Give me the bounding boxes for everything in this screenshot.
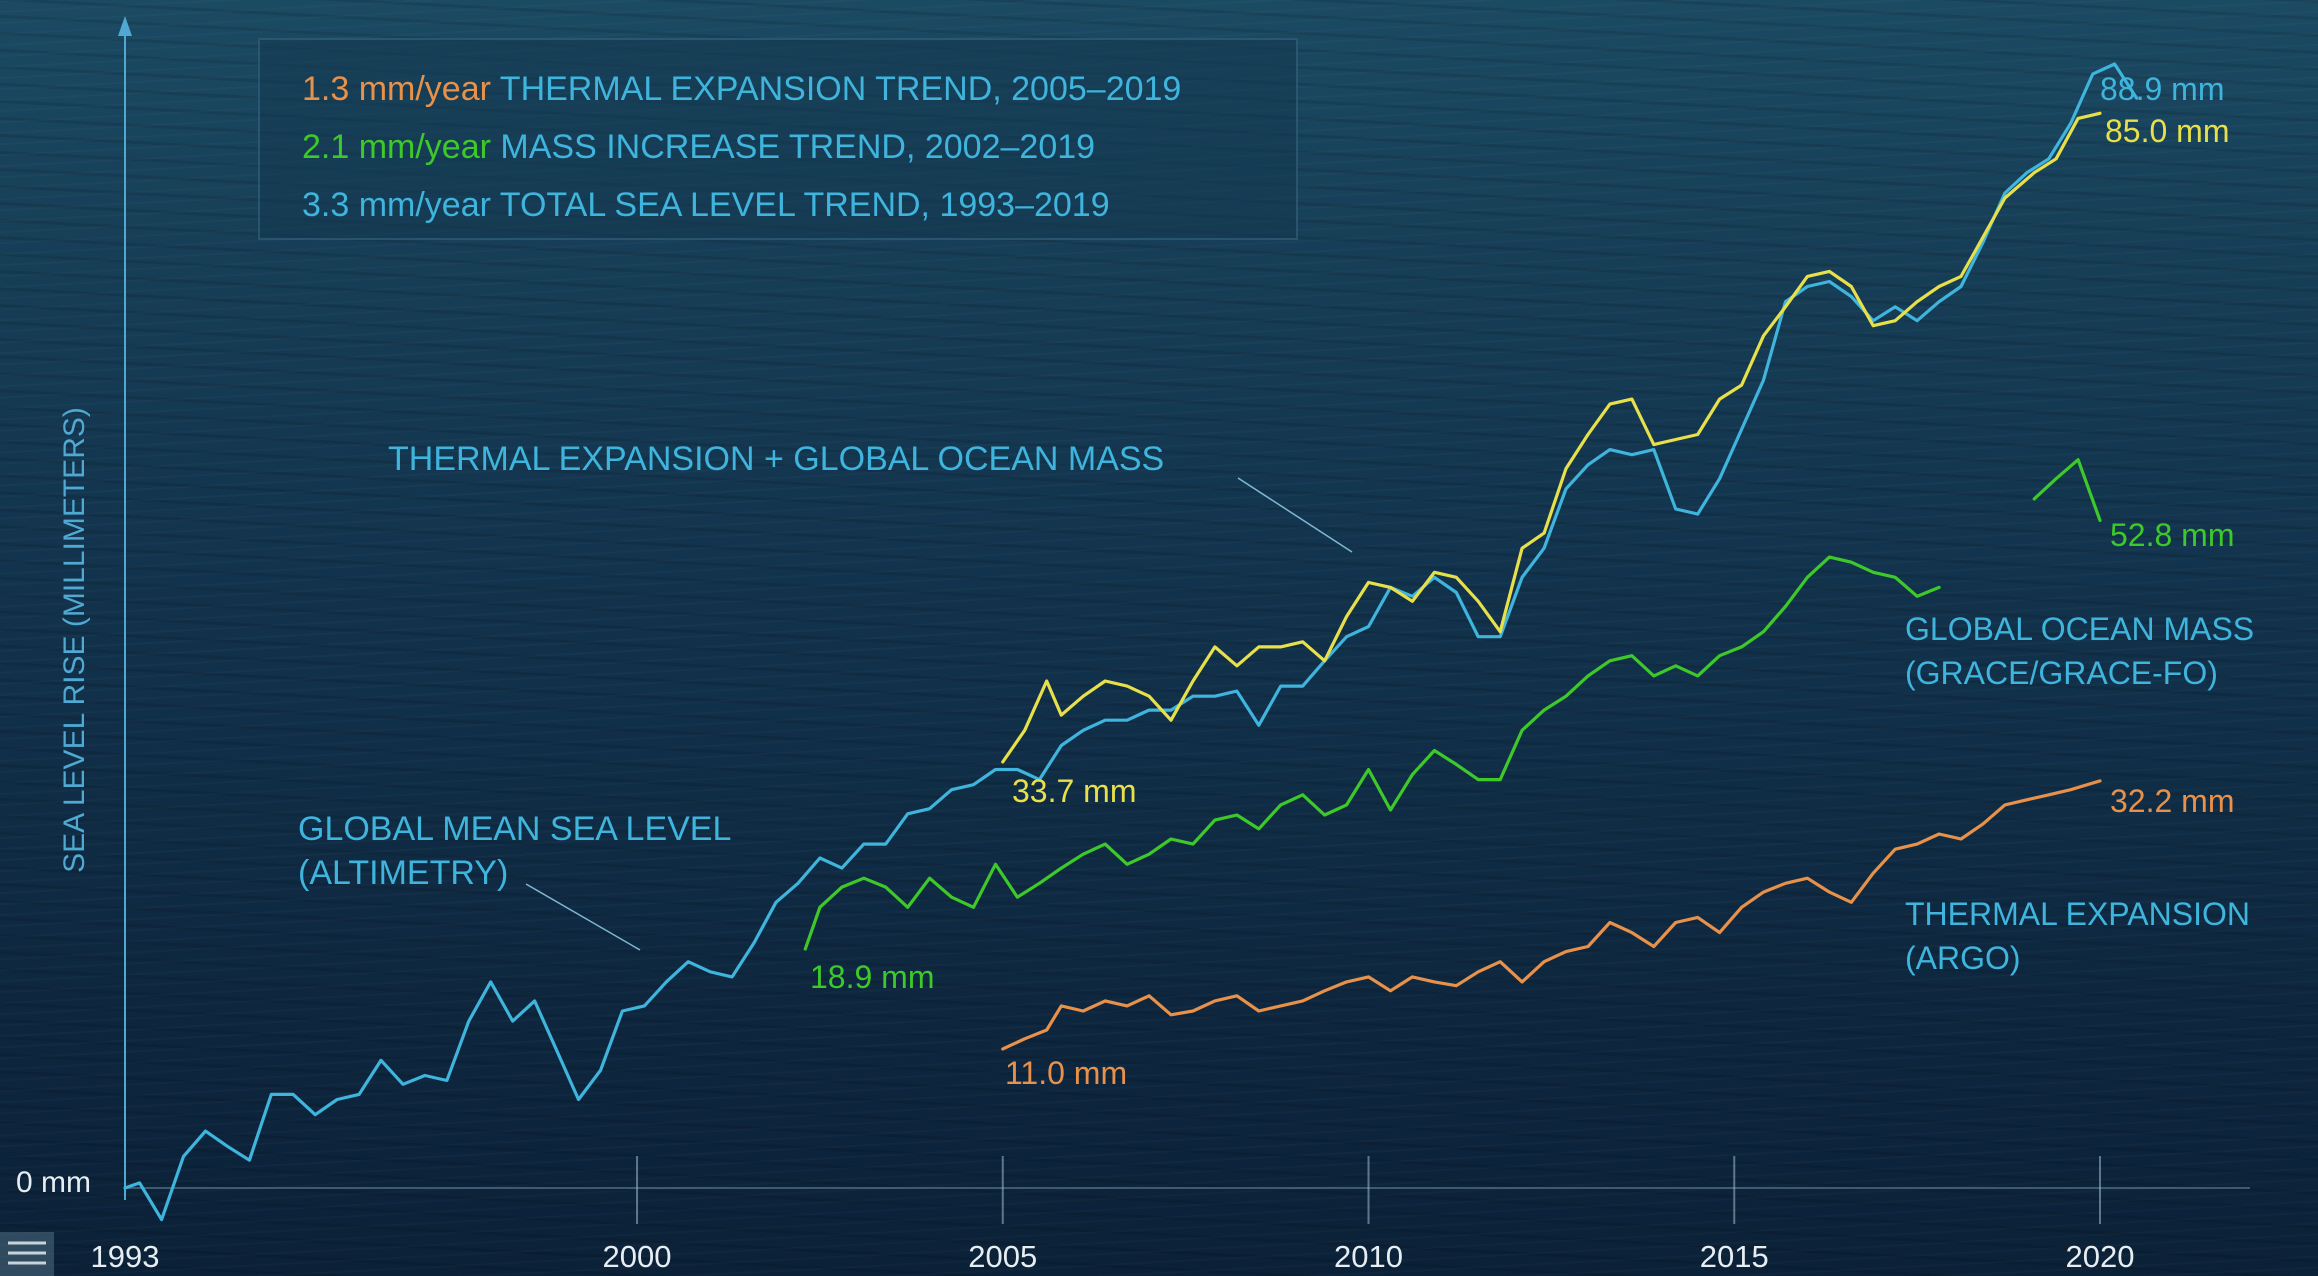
legend-rate-mass: 2.1 mm/year [302, 128, 491, 166]
x-tick-label-1993: 1993 [91, 1239, 160, 1274]
mass-label-line-1: GLOBAL OCEAN MASS [1905, 611, 2254, 647]
combined-label-leader [1237, 477, 1353, 553]
legend-item-thermal-trend: 1.3 mm/year THERMAL EXPANSION TREND, 200… [302, 60, 1296, 118]
combined-series-line [1001, 111, 2102, 764]
mass-start-value-label: 18.9 mm [810, 959, 934, 995]
axes: 1993 2000 2005 2010 2015 2020 [91, 16, 2250, 1274]
legend-text-mass: MASS INCREASE TREND, 2002–2019 [500, 128, 1096, 166]
altimetry-label-leader [525, 883, 641, 951]
combined-start-value-label: 33.7 mm [1012, 773, 1136, 809]
legend: 1.3 mm/year THERMAL EXPANSION TREND, 200… [258, 38, 1298, 240]
thermal-start-value-label: 11.0 mm [1005, 1055, 1127, 1091]
menu-icon[interactable] [0, 1232, 54, 1276]
x-tick-label-2005: 2005 [968, 1239, 1037, 1274]
labels-layer: SEA LEVEL RISE (MILLIMETERS) 0 mm GLOBAL… [16, 71, 2254, 1199]
x-tick-label-2000: 2000 [603, 1239, 672, 1274]
series-layer [123, 62, 2139, 1222]
mass-series-line-2 [2032, 458, 2102, 523]
thermal-label-line-2: (ARGO) [1905, 940, 2021, 976]
legend-text-thermal: THERMAL EXPANSION TREND, 2005–2019 [499, 70, 1182, 108]
combined-label: THERMAL EXPANSION + GLOBAL OCEAN MASS [388, 440, 1164, 478]
altimetry-end-value-label: 88.9 mm [2100, 71, 2224, 107]
thermal-label-line-1: THERMAL EXPANSION [1905, 896, 2250, 932]
y-axis-title: SEA LEVEL RISE (MILLIMETERS) [58, 407, 91, 873]
combined-end-value-label: 85.0 mm [2105, 113, 2229, 149]
mass-label-line-2: (GRACE/GRACE-FO) [1905, 655, 2218, 691]
thermal-series-line [1001, 779, 2102, 1051]
altimetry-label-line-2: (ALTIMETRY) [298, 854, 508, 892]
x-tick-label-2010: 2010 [1334, 1239, 1403, 1274]
altimetry-label-line-1: GLOBAL MEAN SEA LEVEL [298, 810, 731, 848]
x-tick-label-2020: 2020 [2066, 1239, 2135, 1274]
thermal-end-value-label: 32.2 mm [2110, 783, 2234, 819]
legend-rate-total: 3.3 mm/year [302, 186, 491, 224]
mass-series-line-1 [803, 555, 1941, 951]
altimetry-series-line [123, 62, 2139, 1222]
x-tick-label-2015: 2015 [1700, 1239, 1769, 1274]
legend-text-total: TOTAL SEA LEVEL TREND, 1993–2019 [499, 186, 1110, 224]
legend-rate-thermal: 1.3 mm/year [302, 70, 491, 108]
mass-end-value-label: 52.8 mm [2110, 517, 2234, 553]
legend-item-mass-trend: 2.1 mm/year MASS INCREASE TREND, 2002–20… [302, 118, 1296, 176]
legend-item-total-trend: 3.3 mm/year TOTAL SEA LEVEL TREND, 1993–… [302, 176, 1296, 234]
y-zero-label: 0 mm [16, 1166, 91, 1199]
y-axis-arrow-icon [118, 16, 132, 36]
